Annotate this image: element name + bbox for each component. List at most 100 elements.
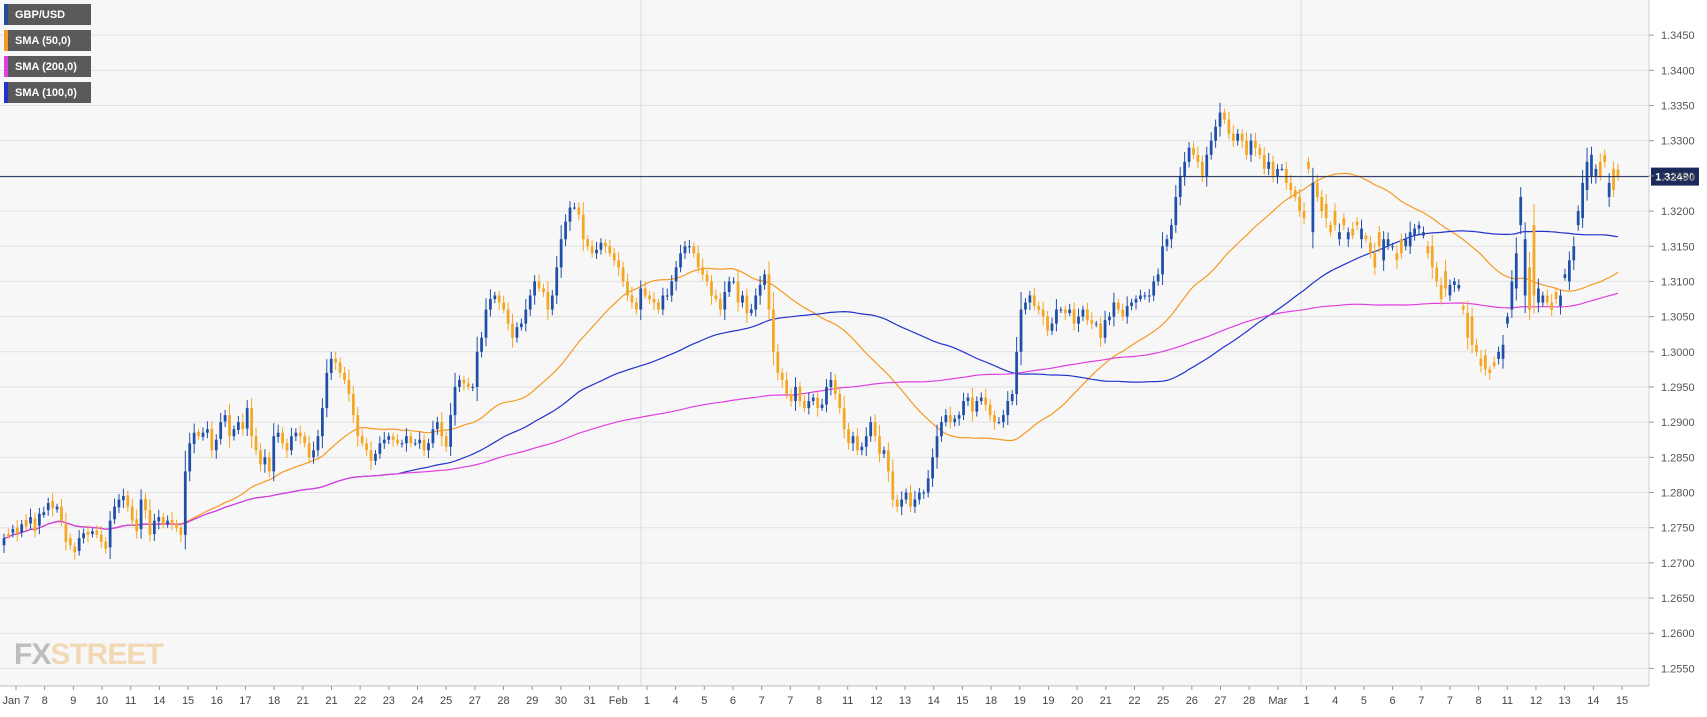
x-tick-label: 27 xyxy=(1214,695,1226,707)
candle-body xyxy=(1205,154,1209,176)
candle-body xyxy=(573,207,576,209)
candle-body xyxy=(696,253,700,268)
candle-body xyxy=(1077,316,1080,324)
x-tick-label: 24 xyxy=(411,695,423,707)
candle-body xyxy=(387,436,391,440)
candle-body xyxy=(1333,211,1337,226)
candle-body xyxy=(2,538,6,546)
candle-body xyxy=(1576,211,1580,226)
x-tick-label: 19 xyxy=(1014,695,1026,707)
x-tick-label: 22 xyxy=(1128,695,1140,707)
candle-body xyxy=(33,518,37,532)
candle-body xyxy=(15,527,19,534)
candle-body xyxy=(285,443,289,451)
candle-body xyxy=(391,436,395,440)
candle-body xyxy=(833,379,837,395)
candle-body xyxy=(1483,355,1487,370)
candle-body xyxy=(360,436,364,444)
candle-body xyxy=(1364,235,1368,240)
candle-body xyxy=(1607,182,1611,198)
y-tick-label: 1.2850 xyxy=(1661,452,1695,464)
candle-body xyxy=(1528,267,1531,310)
candle-body xyxy=(435,422,439,430)
candle-body xyxy=(431,429,435,444)
candle-body xyxy=(55,506,59,510)
x-tick-label: 21 xyxy=(297,695,309,707)
candle-body xyxy=(727,281,731,292)
candle-body xyxy=(829,379,833,387)
candle-body xyxy=(1037,306,1041,310)
candle-body xyxy=(1072,309,1076,324)
candle-body xyxy=(745,295,749,314)
candle-body xyxy=(1404,239,1408,247)
candle-body xyxy=(1360,228,1363,240)
candle-body xyxy=(254,436,258,451)
candle-body xyxy=(758,284,762,296)
candle-body xyxy=(1342,218,1346,226)
candle-body xyxy=(1461,306,1465,310)
candle-body xyxy=(1488,369,1492,373)
candle-body xyxy=(1015,351,1018,395)
y-tick-label: 1.3000 xyxy=(1661,347,1695,359)
candle-body xyxy=(621,267,625,282)
candle-body xyxy=(413,443,417,445)
candle-body xyxy=(626,281,629,296)
candle-body xyxy=(1165,239,1169,247)
candle-body xyxy=(422,439,426,451)
candle-body xyxy=(772,309,775,352)
candle-body xyxy=(1019,309,1023,352)
candle-body xyxy=(926,478,930,493)
candle-body xyxy=(347,379,351,395)
candle-body xyxy=(542,288,545,292)
x-tick-label: 4 xyxy=(673,695,679,707)
candle-body xyxy=(1068,309,1072,314)
candle-body xyxy=(42,512,46,516)
candle-body xyxy=(1377,232,1381,247)
candle-body xyxy=(1523,239,1527,296)
candle-body xyxy=(307,443,311,458)
candle-body xyxy=(1276,168,1279,176)
y-tick-label: 1.3150 xyxy=(1661,241,1695,253)
candle-body xyxy=(1161,246,1164,275)
y-tick-label: 1.3250 xyxy=(1661,171,1695,183)
candle-body xyxy=(692,246,696,254)
candle-body xyxy=(794,386,797,402)
x-tick-label: 28 xyxy=(497,695,509,707)
candle-body xyxy=(99,534,103,542)
candle-body xyxy=(688,246,691,248)
candle-body xyxy=(913,499,917,507)
candle-body xyxy=(519,323,523,328)
chart-legend: GBP/USD SMA (50,0) SMA (200,0) SMA (100,0) xyxy=(4,4,91,108)
y-tick-label: 1.3350 xyxy=(1661,101,1695,113)
candle-body xyxy=(334,358,338,363)
candle-body xyxy=(130,506,134,521)
candle-body xyxy=(1218,112,1222,127)
x-tick-label: 14 xyxy=(928,695,940,707)
candle-body xyxy=(1559,295,1562,307)
candle-body xyxy=(533,281,537,296)
sma-50-line xyxy=(3,172,1619,539)
candle-body xyxy=(1567,260,1571,282)
candle-body xyxy=(807,401,811,409)
candle-body xyxy=(785,379,789,395)
candle-body xyxy=(1616,169,1620,177)
candle-body xyxy=(144,498,147,511)
candle-body xyxy=(922,492,926,494)
x-tick-label: 13 xyxy=(899,695,911,707)
candle-body xyxy=(847,429,850,444)
x-tick-label: 13 xyxy=(1559,695,1571,707)
candle-body xyxy=(1059,309,1063,311)
x-tick-label: 5 xyxy=(1361,695,1367,707)
candle-body xyxy=(683,246,687,254)
x-tick-label: 7 xyxy=(1447,695,1453,707)
candle-body xyxy=(303,436,307,444)
x-tick-label: 18 xyxy=(268,695,280,707)
candle-body xyxy=(1351,228,1355,236)
candle-body xyxy=(909,492,912,507)
candle-body xyxy=(20,524,24,533)
candle-body xyxy=(1085,309,1089,321)
candle-body xyxy=(723,291,727,310)
current-price-badge xyxy=(1651,167,1699,186)
candle-body xyxy=(741,295,744,303)
x-tick-label: 7 xyxy=(787,695,793,707)
